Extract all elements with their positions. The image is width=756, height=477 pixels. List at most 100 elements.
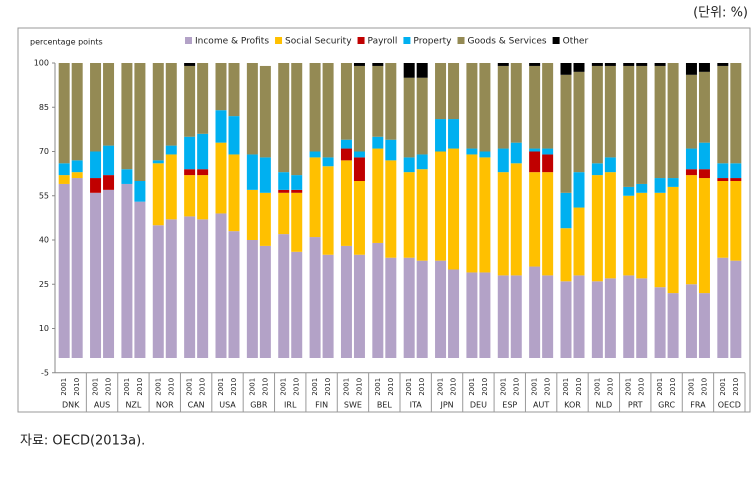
group-label: ESP <box>502 401 517 410</box>
group-label: BEL <box>377 401 393 410</box>
bar-segment <box>529 266 541 358</box>
bar-segment <box>165 145 177 155</box>
bar-segment <box>435 119 447 152</box>
bar-segment <box>403 77 415 158</box>
bar-segment <box>416 63 428 78</box>
group-label: DEU <box>470 401 487 410</box>
bar-segment <box>529 63 541 66</box>
bar-segment <box>717 257 729 358</box>
y-tick-label: -5 <box>41 368 49 377</box>
legend-label: Other <box>563 37 589 47</box>
bar-segment <box>510 142 522 164</box>
bar-segment <box>121 63 133 170</box>
bar-segment <box>184 169 196 176</box>
bar-segment <box>636 183 648 193</box>
source-note: 자료: OECD(2013a). <box>20 434 145 449</box>
group-label: CAN <box>188 401 205 410</box>
bar-segment <box>448 63 460 120</box>
bar-segment <box>90 151 102 179</box>
bar-segment <box>259 192 271 246</box>
bar-segment <box>497 172 509 276</box>
bar-segment <box>435 260 447 358</box>
x-tick-label: 2001 <box>593 378 601 396</box>
bar-segment <box>573 63 585 72</box>
group-label: AUT <box>533 401 549 410</box>
legend-swatch <box>357 37 365 44</box>
x-tick-label: 2001 <box>123 378 131 396</box>
bar-segment <box>497 65 509 149</box>
bar-segment <box>309 237 321 358</box>
bar-segment <box>698 142 710 170</box>
bar-segment <box>542 63 554 149</box>
bar-segment <box>667 293 679 358</box>
bar-segment <box>278 63 290 173</box>
bar-segment <box>197 133 209 170</box>
bar-segment <box>623 275 635 358</box>
legend-label: Income & Profits <box>195 37 269 47</box>
bar-segment <box>58 183 70 358</box>
bar-segment <box>698 169 710 179</box>
legend-swatch <box>403 37 411 44</box>
bar-segment <box>372 242 384 358</box>
y-tick-label: 85 <box>39 103 49 112</box>
bar-segment <box>654 65 666 179</box>
bar-segment <box>685 74 697 149</box>
chart-frame <box>17 27 751 413</box>
bar-segment <box>685 63 697 75</box>
bar-segment <box>215 110 227 143</box>
bar-segment <box>184 65 196 137</box>
bar-segment <box>448 119 460 149</box>
y-axis-label: percentage points <box>30 38 103 47</box>
bar-segment <box>291 63 303 176</box>
bar-segment <box>717 65 729 164</box>
bar-segment <box>623 186 635 196</box>
bar-segment <box>197 169 209 176</box>
bar-segment <box>591 175 603 282</box>
bar-segment <box>103 175 115 190</box>
bar-segment <box>730 260 742 358</box>
legend-label: Social Security <box>285 37 352 47</box>
x-tick-label: 2001 <box>719 378 727 396</box>
unit-note: (단위: %) <box>693 6 748 21</box>
bar-segment <box>246 63 258 155</box>
bar-segment <box>340 148 352 161</box>
bar-segment <box>685 169 697 176</box>
bar-segment <box>591 163 603 176</box>
legend-swatch <box>185 37 192 44</box>
bar-segment <box>623 195 635 276</box>
bar-segment <box>623 63 635 66</box>
bar-segment <box>353 63 365 66</box>
y-tick-label: 25 <box>39 280 49 289</box>
group-label: OECD <box>718 401 741 410</box>
bar-segment <box>416 154 428 170</box>
bar-segment <box>667 63 679 179</box>
bar-segment <box>291 175 303 190</box>
bar-segment <box>246 189 258 240</box>
x-tick-label: 2010 <box>512 378 520 396</box>
y-tick-label: 40 <box>39 236 49 245</box>
bar-segment <box>372 65 384 137</box>
bar-segment <box>717 63 729 66</box>
bar-segment <box>403 172 415 258</box>
bar-segment <box>497 275 509 358</box>
x-tick-label: 2001 <box>499 378 507 396</box>
bar-segment <box>322 254 334 358</box>
group-label: NLD <box>596 401 613 410</box>
bar-segment <box>730 163 742 179</box>
bar-segment <box>604 65 616 158</box>
bar-segment <box>466 148 478 155</box>
bar-segment <box>385 160 397 258</box>
bar-segment <box>291 192 303 252</box>
bar-segment <box>90 192 102 358</box>
bar-segment <box>636 63 648 66</box>
x-tick-label: 2010 <box>293 378 301 396</box>
bar-segment <box>259 65 271 158</box>
bar-segment <box>636 65 648 184</box>
bar-segment <box>71 172 83 179</box>
bar-segment <box>435 151 447 261</box>
bar-segment <box>322 63 334 158</box>
x-tick-label: 2010 <box>73 378 81 396</box>
bar-segment <box>152 225 164 358</box>
x-tick-label: 2001 <box>280 378 288 396</box>
bar-segment <box>560 281 572 358</box>
